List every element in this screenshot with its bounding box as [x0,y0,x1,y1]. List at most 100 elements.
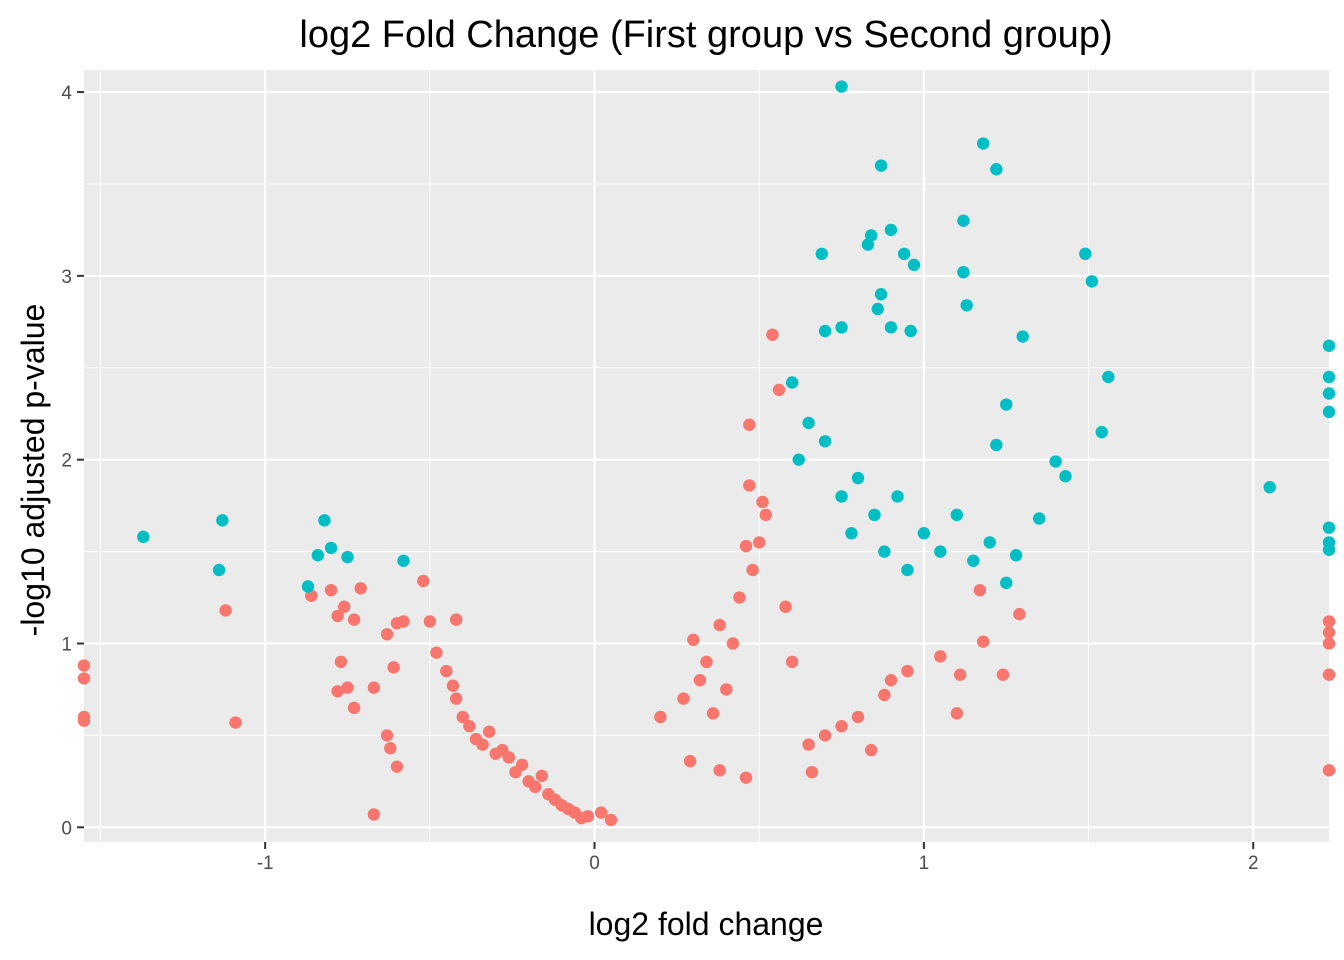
data-points [77,80,1336,827]
data-point-series-1 [1009,549,1023,562]
data-point-series-1 [792,453,805,466]
data-point-series-0 [367,681,381,694]
data-point-series-1 [897,247,911,261]
y-tick-label: 2 [61,451,72,472]
data-point-series-0 [390,760,404,773]
data-point-series-0 [746,563,759,577]
data-point-series-1 [891,490,904,503]
data-point-series-0 [535,769,549,783]
data-point-series-0 [476,738,489,751]
data-point-series-0 [380,628,394,641]
data-point-series-0 [324,583,338,597]
data-point-series-1 [983,536,996,549]
data-point-series-0 [713,764,726,777]
data-point-series-1 [990,438,1003,452]
data-point-series-0 [950,707,964,720]
data-point-series-0 [354,582,367,595]
data-point-series-1 [1263,481,1276,494]
data-point-series-0 [347,613,361,626]
data-point-series-1 [815,247,828,261]
data-point-series-1 [1049,455,1062,468]
y-axis-ticks: 0 1 2 3 4 [61,83,84,839]
data-point-series-1 [835,321,848,334]
data-point-series-0 [864,743,878,757]
data-point-series-0 [802,738,815,751]
data-point-series-0 [347,701,361,715]
data-point-series-0 [1322,626,1336,639]
data-point-series-1 [950,508,964,522]
data-point-series-0 [430,646,443,659]
data-point-series-1 [216,514,229,527]
data-point-series-0 [953,668,967,681]
data-point-series-1 [868,508,881,522]
data-point-series-0 [752,536,766,549]
data-point-series-0 [779,600,792,613]
y-tick-label: 1 [61,634,72,655]
data-point-series-1 [957,265,970,279]
data-point-series-0 [743,418,756,431]
data-point-series-0 [380,729,394,742]
data-point-series-1 [904,324,917,338]
data-point-series-0 [772,383,786,397]
data-point-series-0 [449,613,463,626]
data-point-series-0 [756,495,769,509]
data-point-series-0 [713,618,726,632]
data-point-series-0 [515,758,529,771]
data-point-series-1 [311,549,325,562]
data-point-series-1 [301,580,315,593]
data-point-series-0 [739,771,753,784]
data-point-series-0 [805,765,819,779]
x-axis-title: log2 fold change [589,906,824,942]
data-point-series-0 [766,328,779,341]
data-point-series-0 [884,674,898,687]
data-point-series-0 [759,508,772,522]
data-point-series-1 [934,545,947,558]
data-point-series-1 [1322,521,1336,534]
x-tick-label: -1 [257,853,274,874]
data-point-series-1 [835,490,848,503]
data-point-series-0 [229,716,242,729]
data-point-series-1 [802,416,815,430]
data-point-series-1 [1016,330,1029,343]
data-point-series-1 [341,550,354,564]
data-point-series-0 [334,655,348,669]
y-tick-label: 0 [61,818,72,839]
major-gridlines [84,70,1329,842]
data-point-series-0 [878,688,891,702]
data-point-series-0 [594,806,608,819]
data-point-series-0 [851,710,865,724]
data-point-series-0 [687,633,700,647]
data-point-series-0 [331,685,344,698]
data-point-series-1 [861,238,875,251]
data-point-series-1 [884,223,898,237]
data-point-series-0 [700,655,713,669]
data-point-series-0 [384,742,397,755]
data-point-series-0 [693,674,707,687]
data-point-series-1 [976,137,990,150]
data-point-series-0 [446,679,460,692]
data-point-series-1 [871,302,884,316]
data-point-series-0 [219,604,232,617]
data-point-series-1 [818,435,832,448]
data-point-series-0 [341,681,354,694]
data-point-series-0 [423,615,437,628]
data-point-series-1 [835,80,848,93]
data-point-series-0 [976,635,990,648]
data-point-series-0 [502,751,516,764]
data-point-series-1 [1322,370,1336,384]
data-point-series-0 [739,539,753,553]
data-point-series-1 [957,214,970,227]
data-point-series-1 [1102,370,1115,384]
y-tick-label: 4 [61,83,72,104]
data-point-series-1 [137,530,150,544]
data-point-series-1 [318,514,331,527]
data-point-series-1 [1032,512,1046,525]
data-point-series-1 [1322,339,1336,352]
data-point-series-0 [835,720,848,733]
data-point-series-0 [77,714,91,727]
data-point-series-1 [878,545,891,558]
data-point-series-1 [851,471,865,485]
data-point-series-1 [907,258,921,272]
data-point-series-0 [604,813,618,827]
data-point-series-1 [1322,387,1336,400]
